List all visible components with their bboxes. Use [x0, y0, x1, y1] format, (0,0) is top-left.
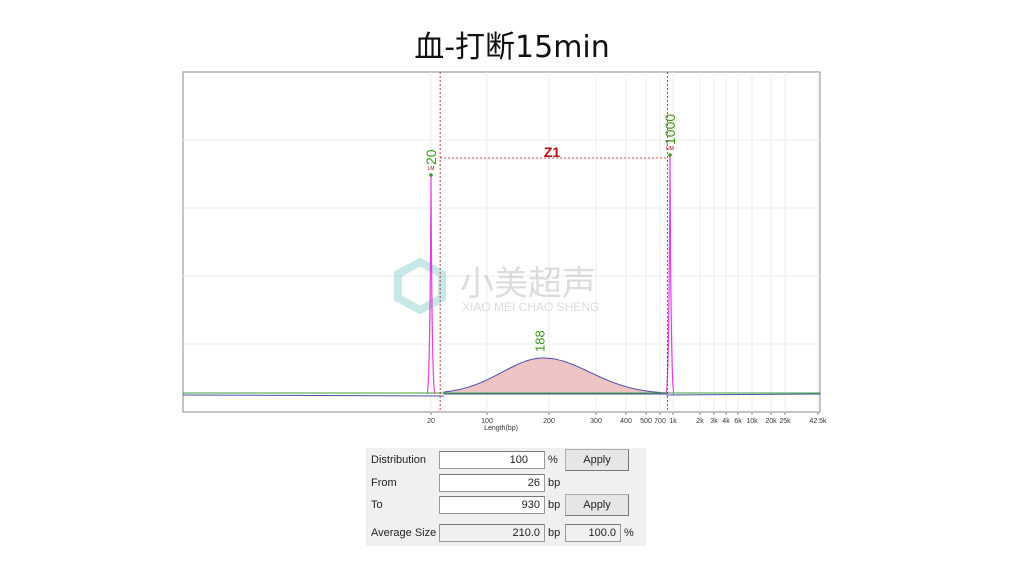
marker-dot — [668, 153, 672, 157]
electropherogram-chart: 20 100 200 300 400 500 700 1k 2k 3k 4k 6k 10k 20k 25k 4… — [182, 71, 827, 432]
peak-label: 188 — [532, 330, 547, 352]
distribution-value: 100 — [509, 454, 528, 466]
x-tick-label: 25k — [779, 418, 791, 425]
to-unit: bp — [548, 499, 561, 511]
from-unit: bp — [548, 477, 561, 489]
x-tick-label: 20 — [427, 418, 435, 425]
sizing-panel: Distribution 100▲▼ % Apply From 26 bp To… — [366, 448, 646, 546]
x-tick-label: 10k — [746, 418, 758, 425]
region-label: Z1 — [544, 144, 561, 160]
x-tick-label: 2k — [696, 418, 704, 425]
to-label: To — [371, 499, 383, 511]
x-tick-label: 300 — [590, 418, 602, 425]
marker-dot — [429, 173, 433, 177]
distribution-label: Distribution — [371, 454, 427, 466]
to-input[interactable]: 930 — [439, 496, 545, 514]
apply-distribution-button[interactable]: Apply — [565, 449, 629, 471]
x-tick-label: 400 — [620, 418, 632, 425]
percent-unit: % — [624, 527, 634, 539]
x-tick-label: 20k — [765, 418, 777, 425]
x-tick-label: 500 — [640, 418, 652, 425]
x-tick-label: 6k — [734, 418, 742, 425]
x-tick-label: 3k — [710, 418, 718, 425]
x-tick-label: 700 — [654, 418, 666, 425]
average-size-label: Average Size — [371, 527, 437, 539]
x-tick-label: 200 — [543, 418, 555, 425]
marker-label: 20 — [423, 149, 439, 165]
plot-area — [182, 71, 821, 413]
average-size-unit: bp — [548, 527, 561, 539]
svg-text:小美超声: 小美超声 — [460, 264, 596, 304]
average-size-value: 210.0 — [439, 524, 545, 542]
trace-line — [182, 393, 821, 397]
x-tick-label: 42.5k — [809, 418, 827, 425]
smear-peak — [443, 357, 667, 395]
from-label: From — [371, 477, 397, 489]
distribution-unit: % — [548, 454, 558, 466]
x-axis-label: Length(bp) — [484, 425, 518, 432]
x-tick-label: 100 — [481, 418, 493, 425]
marker-tag: LM — [428, 166, 435, 172]
marker-label: 1000 — [662, 114, 678, 145]
distribution-input[interactable]: 100▲▼ — [439, 451, 615, 469]
marker-tag: UM — [666, 146, 674, 152]
svg-text:XIAO MEI CHAO SHENG: XIAO MEI CHAO SHENG — [462, 300, 599, 314]
from-input[interactable]: 26 — [439, 474, 545, 492]
apply-range-button[interactable]: Apply — [565, 494, 629, 516]
x-tick-label: 1k — [669, 418, 677, 425]
percent-value: 100.0 — [565, 524, 621, 542]
page-title: 血-打断15min — [414, 30, 610, 65]
x-tick-label: 4k — [722, 418, 730, 425]
